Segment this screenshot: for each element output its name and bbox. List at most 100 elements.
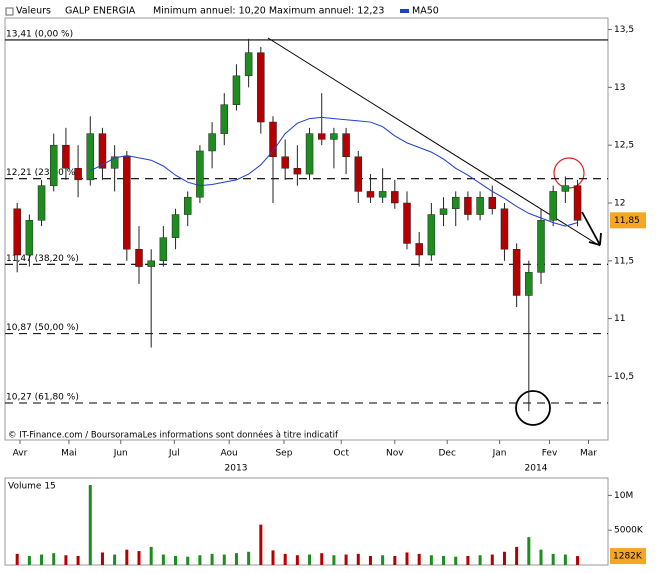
volume-bar [417,553,421,565]
volume-bar [52,553,56,565]
candle-body [196,150,204,198]
x-tick-label: Jun [113,449,128,459]
volume-bar [490,554,494,565]
y-tick-label: 12 [614,198,625,208]
last-volume-box [610,548,646,565]
volume-bar [502,551,506,565]
volume-bar [88,484,92,565]
y-tick-label: 13 [614,83,625,93]
volume-bar [76,555,80,565]
volume-bar [442,555,446,565]
candle-body [232,75,241,105]
volume-title: Volume 15 [8,482,56,492]
volume-bar [137,551,141,565]
candle-body [135,248,143,267]
candle-body [171,214,180,238]
volume-bar [356,553,360,565]
candle-body [281,156,289,169]
year-label: 2014 [525,464,548,474]
volume-bar [161,554,165,565]
x-tick-label: Avr [13,449,28,459]
candle-body [98,133,107,169]
level-label: 12,21 (23,60 %) [6,168,79,178]
volume-bar [381,555,385,565]
candle-body [37,185,46,221]
candle-body [25,220,34,256]
header-checkbox[interactable] [5,7,14,16]
candle-body [330,133,338,140]
volume-bar [210,553,214,565]
candle-body [62,144,70,169]
candle-body [13,208,21,256]
trend-line [267,37,601,247]
volume-bar [283,553,287,565]
candle-body [269,121,277,157]
candle-body [317,133,326,140]
candle-body [573,185,582,221]
candle-body [354,156,363,192]
candle-body [147,260,155,267]
footer: © IT-Finance.com / BoursoramaLes informa… [8,430,339,441]
volume-bar [27,555,31,565]
y-tick-label: 10,5 [614,372,634,382]
candle-body [525,272,533,296]
legend-swatch [400,9,409,13]
last-price-label: 11,85 [614,216,640,226]
volume-plot-frame [4,477,609,566]
candle-body [464,196,472,215]
volume-bar [15,553,19,565]
volume-bar [332,555,336,565]
x-tick-label: Dec [438,449,455,459]
year-label: 2013 [225,464,248,474]
candle-body [74,168,82,181]
volume-bar [478,555,482,565]
level-label: 13,41 (0,00 %) [6,29,73,39]
level-label: 11,47 (38,20 %) [6,254,79,264]
level-label: 10,27 (61,80 %) [6,393,79,403]
y-tick-label: 5000K [614,526,644,536]
candle-body [391,191,399,204]
candle-body [427,214,436,256]
last-price-box [610,212,646,229]
volume-bar [125,549,129,565]
volume-bar [259,524,263,565]
x-tick-label: Nov [386,449,404,459]
volume-bar [222,554,226,565]
last-volume-label: 1282K [613,552,643,562]
candle-body [451,196,460,210]
y-tick-label: 11 [614,314,625,324]
candle-body [366,191,375,198]
candle-body [293,168,302,175]
volume-bar [149,546,153,565]
highlight-circle [515,390,551,426]
volume-bar [113,554,117,565]
volume-bar [429,555,433,565]
volume-bar [368,555,372,565]
x-tick-label: Aou [221,449,238,459]
volume-bar [234,553,238,565]
y-tick-label: 12,5 [614,141,634,151]
candle-body [403,202,411,244]
volume-bar [466,555,470,565]
candle-body [244,52,253,77]
volume-bar [527,537,531,565]
volume-bar [576,556,580,565]
volume-bar [393,555,397,565]
x-tick-label: Jul [168,449,180,459]
candle-body [488,196,497,210]
candle-body [549,191,557,221]
volume-bar [405,552,409,565]
volume-bar [563,554,567,565]
candle-body [257,52,265,123]
volume-bar [308,554,312,565]
candle-body [476,196,484,215]
y-tick-label: 13,5 [614,25,634,35]
candle-body [123,156,131,250]
volume-bar [247,551,251,565]
volume-bar [454,556,458,565]
candle-body [49,144,58,186]
x-tick-label: Fev [542,449,558,459]
ma-line [90,116,578,227]
candle-body [500,208,509,250]
